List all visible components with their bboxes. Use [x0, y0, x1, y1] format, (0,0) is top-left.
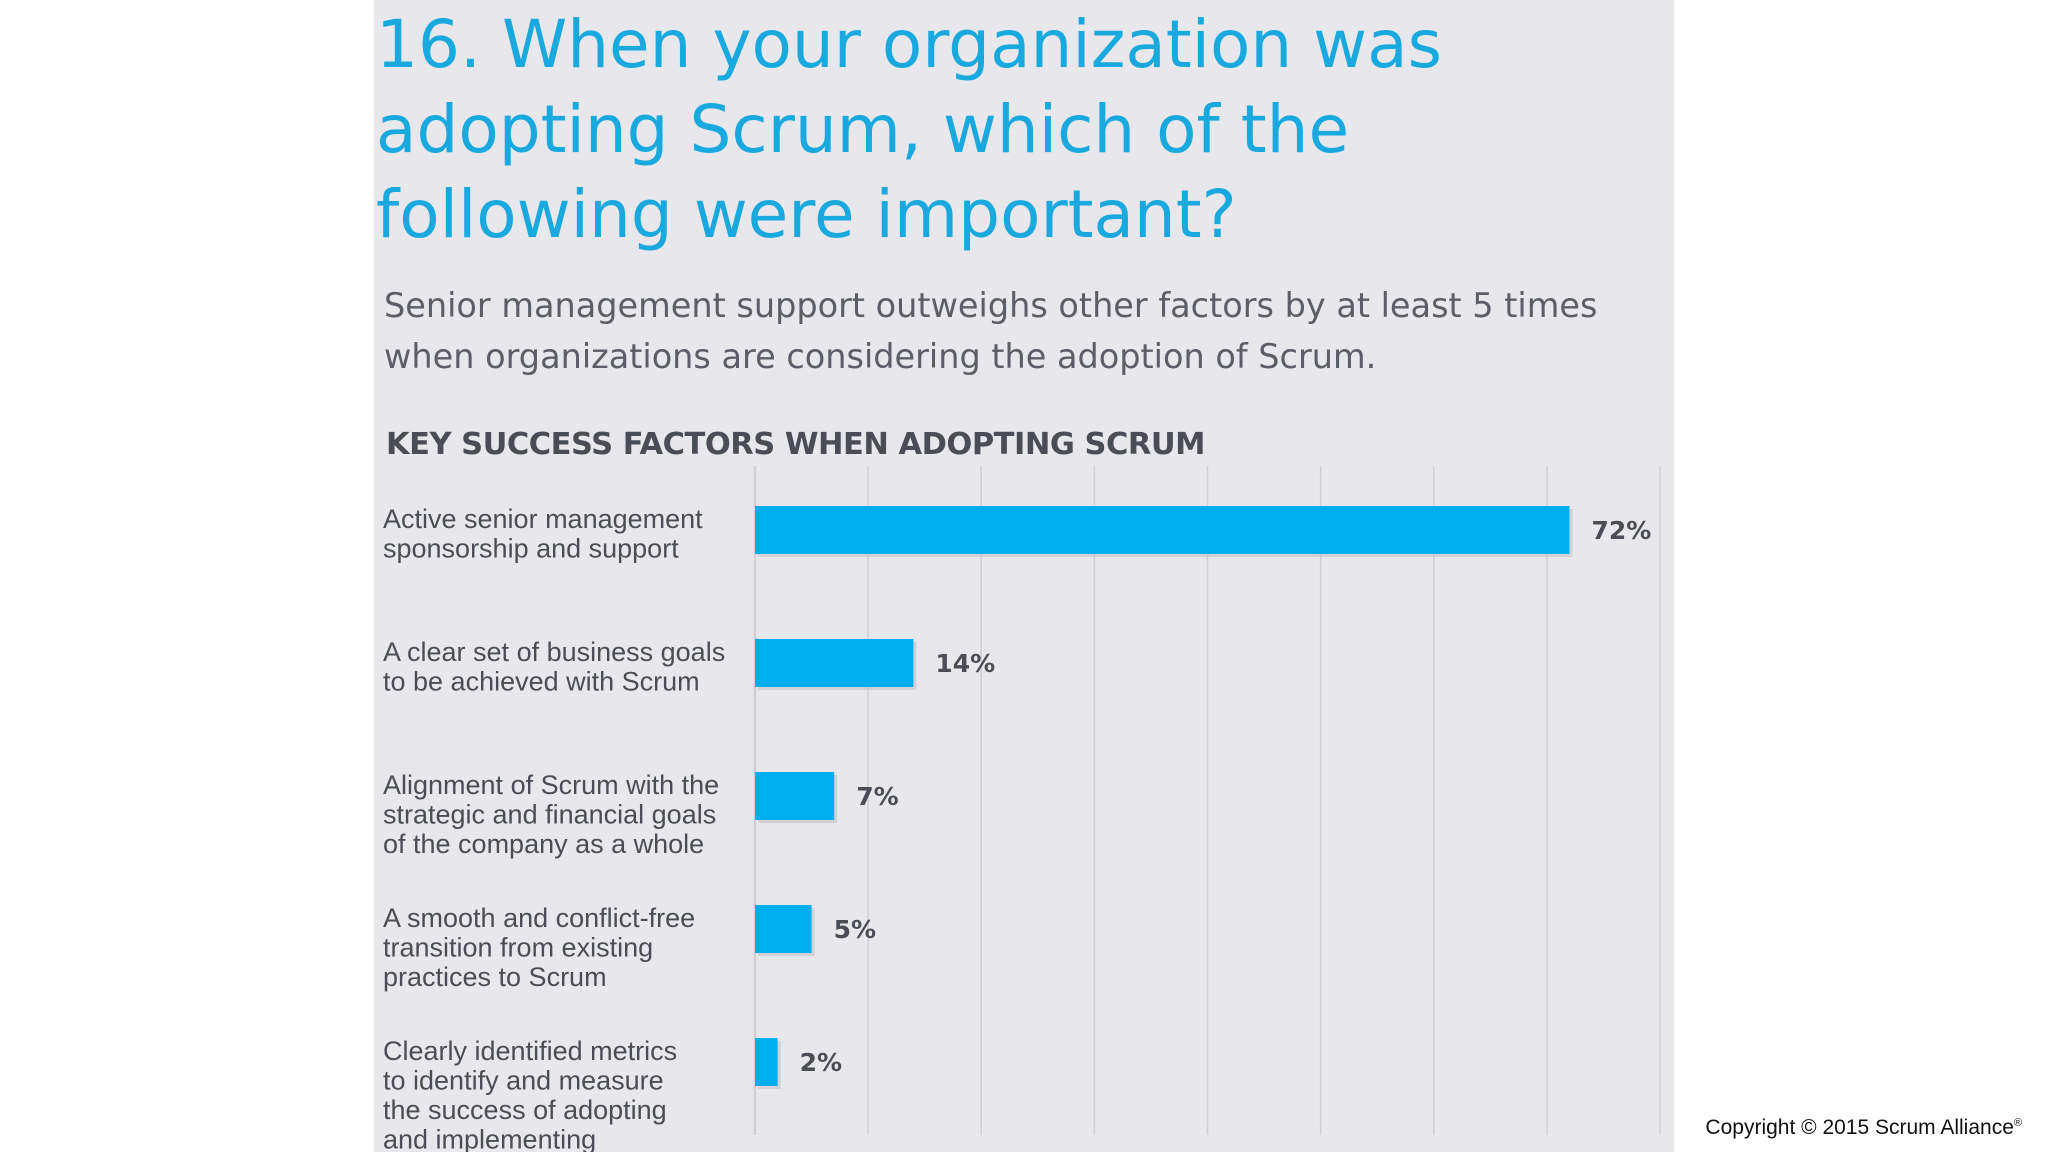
- value-label: 72%: [1592, 516, 1652, 545]
- bar: [755, 639, 914, 687]
- value-label: 7%: [856, 782, 898, 811]
- category-label: A clear set of business goals to be achie…: [383, 637, 725, 697]
- category-label-line: A smooth and conflict-free: [383, 903, 695, 933]
- category-label: Active senior management sponsorship and …: [383, 504, 703, 564]
- category-label-line: sponsorship and support: [383, 534, 679, 564]
- category-label-line: practices to Scrum: [383, 962, 607, 992]
- category-label-line: to identify and measure: [383, 1066, 664, 1096]
- question-title: 16. When your organization was adopting …: [376, 6, 1442, 253]
- bar: [755, 905, 812, 953]
- registered-mark: ®: [2013, 1117, 2022, 1129]
- subtitle: Senior management support outweighs othe…: [384, 286, 1598, 376]
- category-label: Alignment of Scrum with the strategic and…: [383, 770, 719, 859]
- category-label-line: transition from existing: [383, 933, 653, 963]
- category-label-line: strategic and financial goals: [383, 800, 716, 830]
- copyright-text: Copyright © 2015 Scrum Alliance: [1705, 1116, 2014, 1139]
- category-label: A smooth and conflict-free transition fro…: [383, 903, 695, 992]
- category-label-line: A clear set of business goals: [383, 637, 725, 667]
- content-panel: [374, 0, 1674, 1152]
- chart-title: KEY SUCCESS FACTORS WHEN ADOPTING SCRUM: [386, 427, 1205, 462]
- bar: [755, 772, 835, 820]
- value-label: 14%: [935, 649, 995, 678]
- category-label-line: Alignment of Scrum with the: [383, 770, 719, 800]
- value-label: 5%: [834, 915, 876, 944]
- category-label-line: and implementing: [383, 1125, 596, 1152]
- category-label: Clearly identified metrics to identify an…: [383, 1036, 677, 1152]
- category-label-line: Active senior management: [383, 504, 703, 534]
- category-label-line: Clearly identified metrics: [383, 1036, 677, 1066]
- bar: [755, 506, 1570, 554]
- bar: [755, 1038, 778, 1086]
- copyright-notice: Copyright © 2015 Scrum Alliance®: [1705, 1116, 2022, 1140]
- value-label: 2%: [800, 1048, 842, 1077]
- category-label-line: of the company as a whole: [383, 829, 704, 859]
- category-label-line: to be achieved with Scrum: [383, 667, 700, 697]
- category-label-line: the success of adopting: [383, 1095, 667, 1125]
